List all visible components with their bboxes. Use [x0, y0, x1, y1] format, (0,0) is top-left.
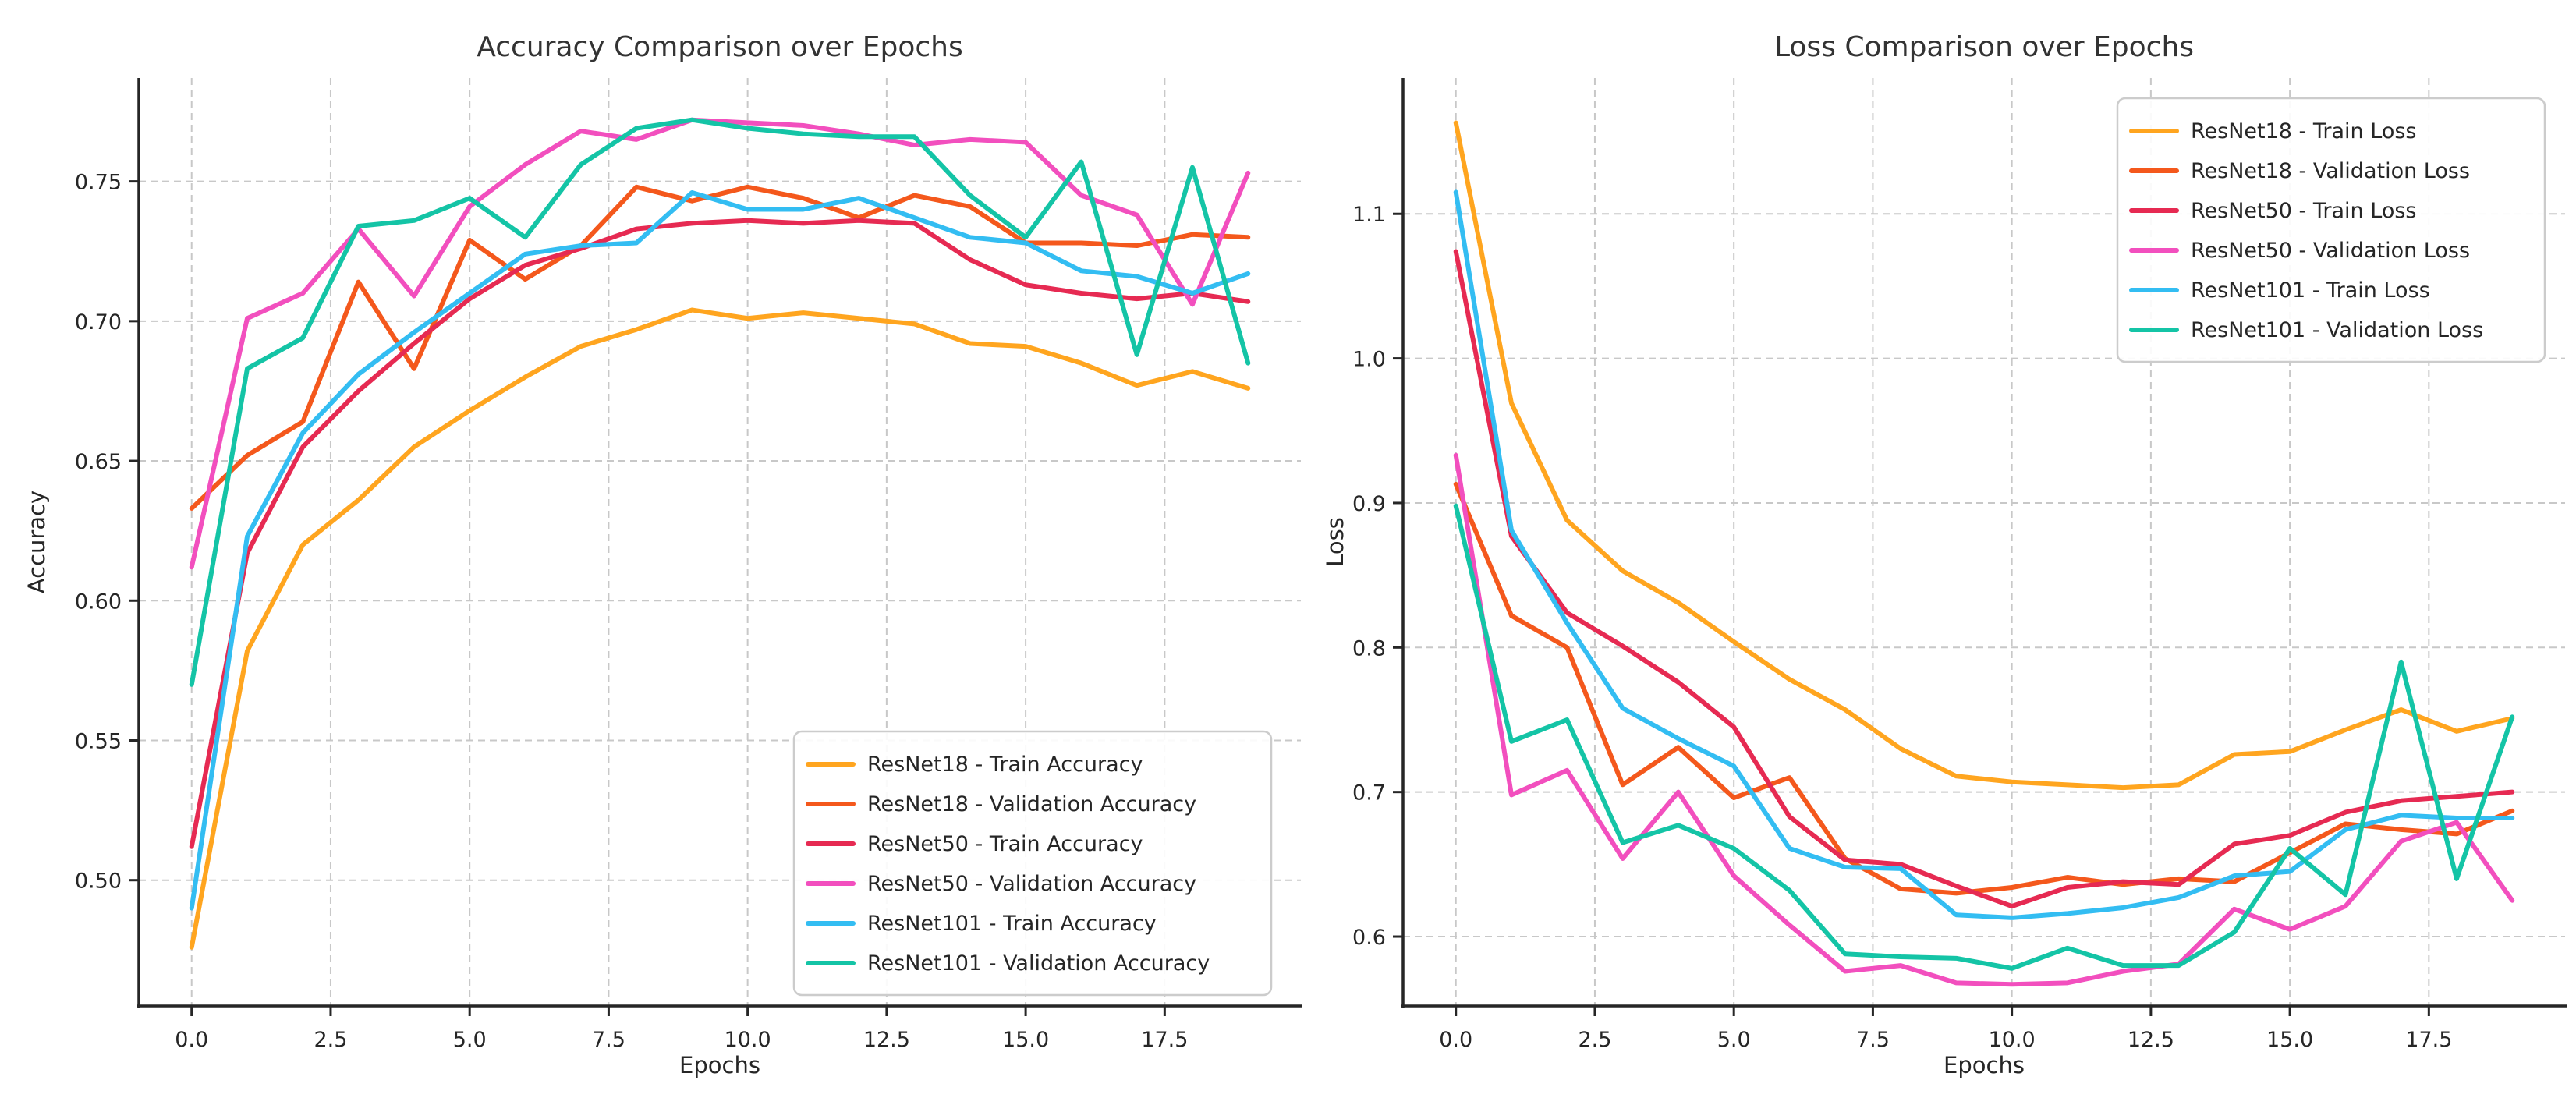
legend-label: ResNet101 - Validation Loss — [2191, 318, 2483, 342]
series-line-resnet18-train-loss — [1453, 120, 2515, 791]
loss-chart-title: Loss Comparison over Epochs — [1773, 31, 2195, 63]
x-tick-label: 5.0 — [453, 1028, 487, 1052]
legend: ResNet18 - Train Loss ResNet18 - Validati… — [2116, 97, 2546, 363]
loss-chart: 0.0 2.5 5.0 7.5 10.0 12.5 15.0 17.5 0.6 0.7 0.8 0.9… — [1352, 78, 2567, 1052]
y-tick-label: 0.65 — [75, 450, 122, 474]
accuracy-xaxis-label: Epochs — [679, 1052, 760, 1078]
y-tick-label: 0.6 — [1352, 926, 1386, 950]
series-line-resnet101-train-accuracy — [189, 189, 1251, 911]
y-tick-label: 0.75 — [75, 171, 122, 195]
series-line-resnet50-train-accuracy — [189, 218, 1251, 849]
x-tick-label: 0.0 — [1439, 1028, 1472, 1052]
accuracy-chart: 0.0 2.5 5.0 7.5 10.0 12.5 15.0 17.5 0.50 0.55 0.60… — [75, 78, 1302, 1052]
x-tick-label: 17.5 — [2405, 1028, 2452, 1052]
series-line-resnet18-train-accuracy — [189, 307, 1251, 950]
legend-label: ResNet101 - Train Accuracy — [867, 912, 1157, 936]
legend-label: ResNet101 - Validation Accuracy — [867, 951, 1210, 976]
legend-label: ResNet50 - Train Loss — [2191, 199, 2416, 223]
loss-yaxis-label: Loss — [1322, 517, 1348, 567]
legend-label: ResNet18 - Validation Accuracy — [867, 792, 1196, 816]
legend-label: ResNet18 - Validation Loss — [2191, 159, 2470, 183]
y-tick-label: 0.7 — [1352, 781, 1386, 806]
x-tick-label: 15.0 — [1002, 1028, 1049, 1052]
series-line-resnet101-train-loss — [1453, 189, 2515, 920]
series-line-resnet18-validation-accuracy — [189, 184, 1251, 511]
x-tick-label: 10.0 — [725, 1028, 771, 1052]
legend-box — [2116, 97, 2546, 363]
series-line-resnet101-validation-accuracy — [189, 117, 1251, 687]
x-tick-label: 7.5 — [592, 1028, 625, 1052]
series-line-resnet50-validation-loss — [1453, 452, 2515, 987]
series-line-resnet18-validation-loss — [1453, 481, 2515, 896]
x-tick-label: 10.0 — [1989, 1028, 2036, 1052]
x-tick-label: 5.0 — [1717, 1028, 1751, 1052]
x-tick-label: 2.5 — [1578, 1028, 1611, 1052]
y-tick-label: 0.55 — [75, 729, 122, 753]
x-tick-label: 17.5 — [1141, 1028, 1188, 1052]
legend: ResNet18 - Train Accuracy ResNet18 - Vali… — [792, 730, 1273, 997]
series-line-resnet50-train-loss — [1453, 249, 2515, 909]
y-tick-label: 1.1 — [1352, 203, 1386, 227]
legend-label: ResNet18 - Train Loss — [2191, 119, 2416, 143]
legend-label: ResNet101 - Train Loss — [2191, 278, 2430, 303]
x-tick-label: 12.5 — [863, 1028, 910, 1052]
y-tick-label: 0.70 — [75, 310, 122, 335]
y-tick-label: 0.8 — [1352, 636, 1386, 661]
legend-label: ResNet18 - Train Accuracy — [867, 753, 1143, 777]
y-tick-label: 0.9 — [1352, 492, 1386, 516]
legend-label: ResNet50 - Validation Accuracy — [867, 872, 1196, 896]
series-line-resnet50-validation-accuracy — [189, 117, 1251, 570]
x-tick-label: 12.5 — [2128, 1028, 2174, 1052]
x-tick-label: 7.5 — [1856, 1028, 1890, 1052]
series-line-resnet101-validation-loss — [1453, 503, 2515, 971]
x-tick-label: 2.5 — [314, 1028, 347, 1052]
legend-box — [792, 730, 1273, 997]
y-tick-label: 0.60 — [75, 590, 122, 614]
loss-xaxis-label: Epochs — [1944, 1052, 2025, 1078]
legend-label: ResNet50 - Validation Loss — [2191, 239, 2470, 263]
y-tick-label: 0.50 — [75, 869, 122, 894]
y-tick-label: 1.0 — [1352, 348, 1386, 372]
accuracy-chart-title: Accuracy Comparison over Epochs — [477, 31, 963, 63]
accuracy-yaxis-label: Accuracy — [23, 490, 50, 594]
x-tick-label: 15.0 — [2266, 1028, 2313, 1052]
legend-label: ResNet50 - Train Accuracy — [867, 832, 1143, 856]
x-tick-label: 0.0 — [175, 1028, 208, 1052]
